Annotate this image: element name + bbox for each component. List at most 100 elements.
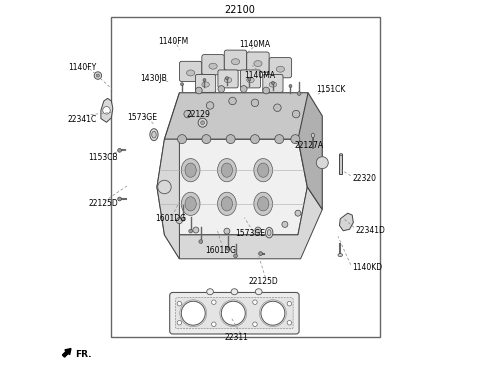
Text: 1573GE: 1573GE xyxy=(236,229,265,238)
FancyBboxPatch shape xyxy=(263,74,283,92)
Ellipse shape xyxy=(185,197,196,211)
Text: 1601DG: 1601DG xyxy=(205,246,237,255)
Circle shape xyxy=(287,321,292,325)
Ellipse shape xyxy=(187,70,195,76)
Circle shape xyxy=(291,135,300,144)
FancyBboxPatch shape xyxy=(180,61,202,82)
Ellipse shape xyxy=(255,289,262,295)
Circle shape xyxy=(316,157,328,169)
Ellipse shape xyxy=(202,82,209,87)
Circle shape xyxy=(289,85,292,88)
Circle shape xyxy=(274,104,281,111)
Circle shape xyxy=(189,229,192,233)
Text: 22125D: 22125D xyxy=(88,199,118,208)
Circle shape xyxy=(263,87,270,94)
Text: 22341C: 22341C xyxy=(68,115,97,124)
Circle shape xyxy=(103,107,110,114)
Circle shape xyxy=(234,254,238,258)
Text: 22320: 22320 xyxy=(352,174,376,183)
Ellipse shape xyxy=(150,129,158,141)
Ellipse shape xyxy=(231,289,238,295)
Circle shape xyxy=(251,99,259,107)
Text: 1153CB: 1153CB xyxy=(88,153,118,162)
Circle shape xyxy=(181,217,185,221)
Circle shape xyxy=(261,301,285,325)
FancyBboxPatch shape xyxy=(224,50,247,70)
Text: 22129: 22129 xyxy=(187,110,211,119)
Circle shape xyxy=(226,246,230,250)
Circle shape xyxy=(240,86,247,92)
FancyBboxPatch shape xyxy=(195,74,216,92)
Circle shape xyxy=(271,82,275,85)
Ellipse shape xyxy=(265,227,273,238)
Ellipse shape xyxy=(254,61,262,67)
Ellipse shape xyxy=(247,77,254,83)
Text: 1430JB: 1430JB xyxy=(140,74,167,83)
Ellipse shape xyxy=(339,154,342,156)
Polygon shape xyxy=(165,93,308,139)
Text: 1140KD: 1140KD xyxy=(352,263,383,272)
Polygon shape xyxy=(339,213,353,231)
Circle shape xyxy=(177,218,182,224)
Ellipse shape xyxy=(152,131,156,138)
Text: 22127A: 22127A xyxy=(294,141,324,150)
Circle shape xyxy=(295,210,301,216)
Circle shape xyxy=(199,240,203,243)
Circle shape xyxy=(226,135,235,144)
Circle shape xyxy=(195,87,202,94)
Circle shape xyxy=(218,86,225,92)
Text: 1140MA: 1140MA xyxy=(239,40,270,49)
Circle shape xyxy=(287,301,292,306)
Ellipse shape xyxy=(224,77,232,83)
Ellipse shape xyxy=(221,197,232,211)
Circle shape xyxy=(118,148,121,152)
Ellipse shape xyxy=(181,192,200,215)
Circle shape xyxy=(212,300,216,304)
Circle shape xyxy=(221,301,245,325)
Text: 1140FM: 1140FM xyxy=(158,37,188,46)
Circle shape xyxy=(259,252,263,255)
Circle shape xyxy=(229,97,236,105)
Circle shape xyxy=(252,322,257,327)
Text: 1140FY: 1140FY xyxy=(68,63,96,72)
Circle shape xyxy=(180,83,183,86)
Ellipse shape xyxy=(338,254,342,257)
Text: 1601DG: 1601DG xyxy=(155,214,186,223)
Ellipse shape xyxy=(276,66,285,72)
FancyBboxPatch shape xyxy=(218,70,238,88)
Bar xyxy=(339,154,342,174)
Polygon shape xyxy=(101,98,113,122)
Text: 1140MA: 1140MA xyxy=(244,71,275,80)
Polygon shape xyxy=(165,187,322,259)
Circle shape xyxy=(184,110,192,118)
Circle shape xyxy=(255,227,261,233)
Ellipse shape xyxy=(231,59,240,65)
Circle shape xyxy=(177,321,181,325)
Polygon shape xyxy=(298,93,322,209)
Text: 22125D: 22125D xyxy=(248,277,278,286)
FancyArrow shape xyxy=(62,349,71,357)
Circle shape xyxy=(181,301,205,325)
Circle shape xyxy=(282,221,288,227)
Text: 22341D: 22341D xyxy=(355,226,385,234)
Ellipse shape xyxy=(185,163,196,177)
Circle shape xyxy=(198,118,207,127)
Ellipse shape xyxy=(269,82,276,87)
Text: 22100: 22100 xyxy=(225,6,255,15)
Ellipse shape xyxy=(217,192,236,215)
Circle shape xyxy=(252,300,257,304)
Polygon shape xyxy=(157,139,307,235)
Circle shape xyxy=(178,135,187,144)
FancyBboxPatch shape xyxy=(247,52,269,72)
Ellipse shape xyxy=(254,192,273,215)
Circle shape xyxy=(292,110,300,118)
Ellipse shape xyxy=(207,289,214,295)
FancyBboxPatch shape xyxy=(176,298,293,329)
Circle shape xyxy=(224,228,230,234)
Circle shape xyxy=(212,322,216,327)
Circle shape xyxy=(226,77,228,80)
Circle shape xyxy=(297,92,301,95)
Ellipse shape xyxy=(258,163,269,177)
Circle shape xyxy=(203,79,206,82)
FancyBboxPatch shape xyxy=(170,292,299,334)
